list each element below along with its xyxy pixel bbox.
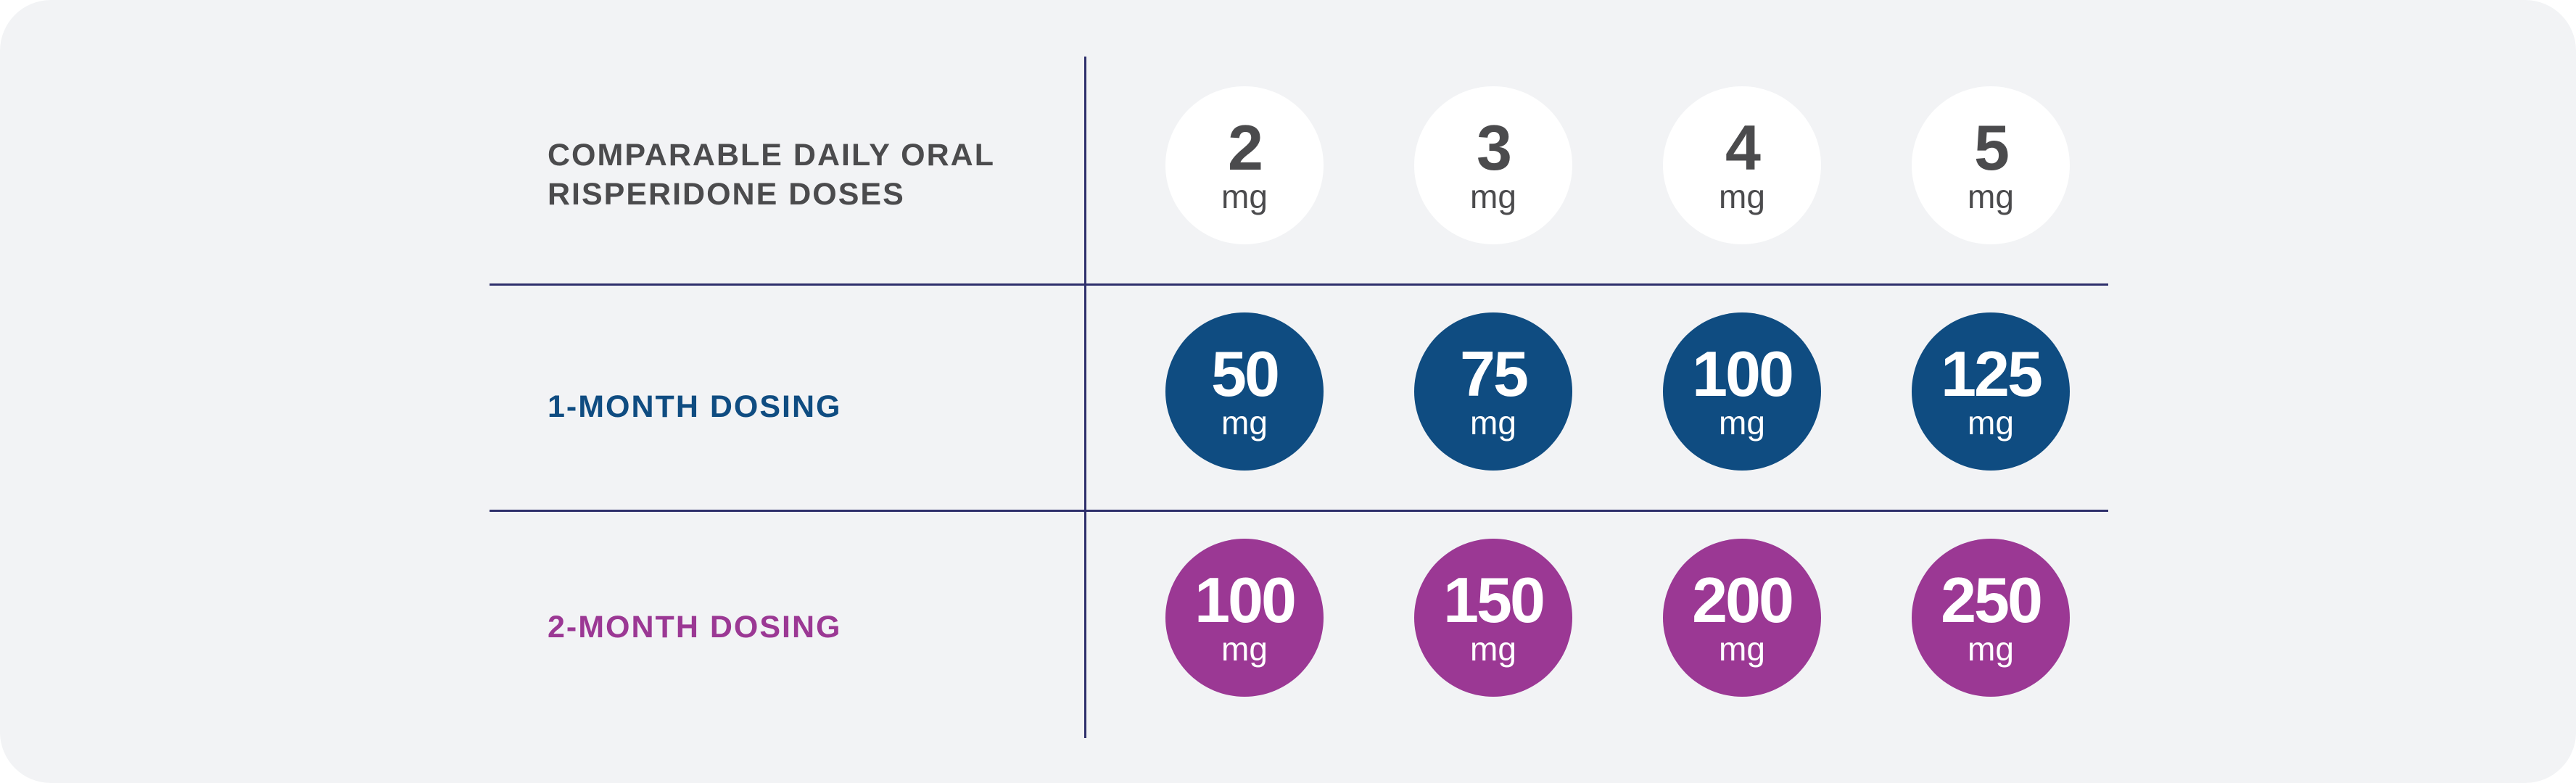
dose-unit: mg [1719, 178, 1765, 215]
dose-value: 100 [1692, 338, 1794, 410]
one-month-dose-circle: 100 mg [1663, 312, 1821, 471]
dose-unit: mg [1470, 404, 1516, 442]
oral-dose-circle: 3 mg [1414, 86, 1572, 244]
dose-value: 150 [1443, 564, 1545, 636]
column-divider [1084, 57, 1086, 738]
one-month-dose-circle: 50 mg [1165, 312, 1324, 471]
dose-value: 200 [1692, 564, 1794, 636]
dose-unit: mg [1968, 178, 2014, 215]
dose-value: 50 [1211, 338, 1280, 410]
dose-unit: mg [1719, 630, 1765, 668]
oral-dose-circle: 4 mg [1663, 86, 1821, 244]
dose-value: 125 [1941, 338, 2043, 410]
two-month-dose-circle: 100 mg [1165, 539, 1324, 697]
two-month-dosing-label: 2-MONTH DOSING [548, 610, 842, 645]
dose-unit: mg [1470, 178, 1516, 215]
dose-value: 5 [1974, 112, 2010, 183]
one-month-dosing-label: 1-MONTH DOSING [548, 389, 842, 424]
two-month-dose-circle: 200 mg [1663, 539, 1821, 697]
dose-unit: mg [1719, 404, 1765, 442]
row-divider-2 [490, 510, 2108, 512]
dose-value: 75 [1460, 338, 1529, 410]
dose-value: 3 [1477, 112, 1512, 183]
dose-value: 250 [1941, 564, 2043, 636]
row-divider-1 [490, 283, 2108, 286]
oral-doses-label-line1: COMPARABLE DAILY ORAL [548, 138, 995, 173]
dose-unit: mg [1470, 630, 1516, 668]
dose-unit: mg [1968, 630, 2014, 668]
dose-unit: mg [1968, 404, 2014, 442]
dose-value: 4 [1725, 112, 1761, 183]
oral-dose-circle: 2 mg [1165, 86, 1324, 244]
dose-unit: mg [1221, 630, 1268, 668]
one-month-dose-circle: 125 mg [1912, 312, 2070, 471]
one-month-dose-circle: 75 mg [1414, 312, 1572, 471]
dose-value: 100 [1194, 564, 1297, 636]
oral-doses-label: COMPARABLE DAILY ORAL RISPERIDONE DOSES [548, 136, 1099, 214]
oral-dose-circle: 5 mg [1912, 86, 2070, 244]
two-month-dose-circle: 150 mg [1414, 539, 1572, 697]
dose-value: 2 [1228, 112, 1263, 183]
dose-unit: mg [1221, 404, 1268, 442]
dose-unit: mg [1221, 178, 1268, 215]
oral-doses-label-line2: RISPERIDONE DOSES [548, 177, 905, 212]
two-month-dose-circle: 250 mg [1912, 539, 2070, 697]
